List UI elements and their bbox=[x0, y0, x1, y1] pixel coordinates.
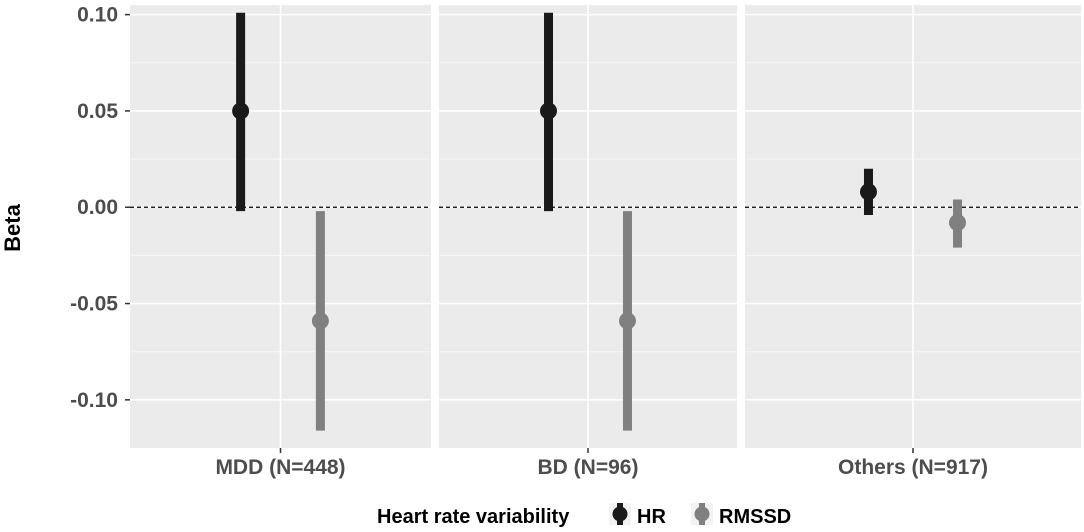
legend-label-hr: HR bbox=[637, 506, 666, 528]
legend: Heart rate variability HR RMSSD bbox=[377, 503, 791, 528]
x-tick-label-others-n-917: Others (N=917) bbox=[838, 456, 988, 479]
legend-title: Heart rate variability bbox=[377, 506, 570, 528]
point-rmssd-mdd-n-448 bbox=[311, 312, 329, 330]
x-tick-label-bd-n-96: BD (N=96) bbox=[538, 456, 639, 479]
legend-key-point-hr bbox=[612, 506, 628, 522]
legend-key-point-rmssd bbox=[694, 506, 710, 522]
point-hr-mdd-n-448 bbox=[232, 102, 250, 120]
x-tick-label-mdd-n-448: MDD (N=448) bbox=[215, 456, 345, 479]
legend-entries: HR RMSSD bbox=[609, 503, 791, 528]
point-rmssd-bd-n-96 bbox=[618, 312, 636, 330]
y-tick-label: 0.10 bbox=[77, 4, 118, 27]
point-rmssd-others-n-917 bbox=[949, 214, 967, 232]
y-tick-label: -0.05 bbox=[70, 293, 118, 316]
chart-marks bbox=[232, 12, 967, 431]
facet-panels bbox=[130, 5, 1081, 448]
point-hr-bd-n-96 bbox=[540, 102, 558, 120]
x-axis: MDD (N=448) BD (N=96) Others (N=917) bbox=[215, 448, 988, 479]
y-axis-title: Beta bbox=[0, 203, 25, 251]
y-tick-label: 0.00 bbox=[77, 196, 118, 219]
y-axis: 0.10 0.05 0.00 -0.05 -0.10 bbox=[70, 4, 130, 412]
legend-label-rmssd: RMSSD bbox=[719, 506, 791, 528]
y-tick-label: 0.05 bbox=[77, 100, 118, 123]
point-hr-others-n-917 bbox=[859, 183, 877, 201]
y-tick-label: -0.10 bbox=[70, 389, 118, 412]
